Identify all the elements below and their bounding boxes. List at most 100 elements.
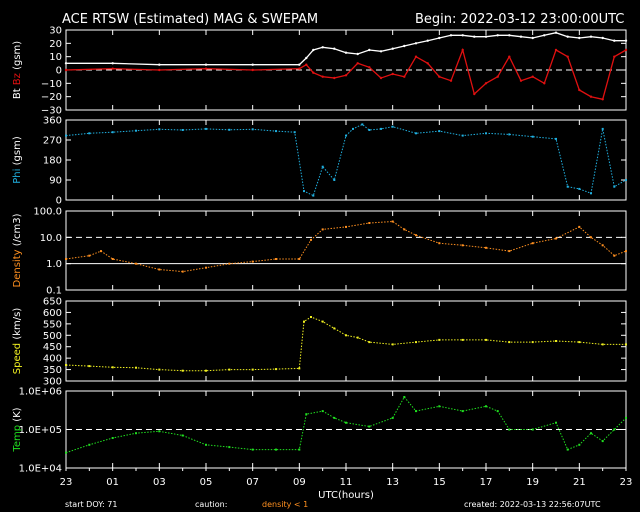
data-point bbox=[625, 343, 627, 346]
series-speed bbox=[65, 316, 627, 372]
data-point bbox=[590, 236, 592, 239]
y-tick-label: 300 bbox=[43, 377, 62, 388]
data-point bbox=[508, 428, 511, 431]
data-point bbox=[275, 368, 277, 371]
data-point bbox=[531, 135, 534, 138]
data-point bbox=[554, 31, 558, 34]
y-axis-label-speed: Speed (km/s) bbox=[12, 308, 23, 375]
data-point bbox=[566, 55, 569, 58]
data-point bbox=[205, 266, 207, 269]
y-tick-label: 0 bbox=[56, 66, 62, 77]
data-point bbox=[496, 410, 499, 413]
series-bz bbox=[64, 47, 628, 101]
data-point bbox=[415, 410, 417, 413]
data-point bbox=[321, 75, 324, 78]
data-point bbox=[352, 127, 354, 130]
data-point bbox=[496, 34, 499, 37]
y-tick-label: −30 bbox=[41, 106, 62, 117]
data-point bbox=[158, 368, 161, 371]
data-point bbox=[64, 68, 68, 72]
x-tick-label: 09 bbox=[293, 477, 306, 488]
y-tick-label: 650 bbox=[43, 297, 62, 308]
data-point bbox=[438, 36, 441, 40]
data-point bbox=[312, 71, 315, 74]
data-point bbox=[613, 185, 616, 188]
data-point bbox=[158, 268, 161, 271]
y-axis-label-phi: Phi (gsm) bbox=[12, 136, 23, 184]
data-point bbox=[391, 220, 394, 223]
data-point bbox=[601, 343, 604, 346]
data-point bbox=[293, 131, 296, 134]
data-point bbox=[361, 123, 364, 126]
data-point bbox=[204, 67, 208, 70]
data-point bbox=[485, 338, 487, 341]
y-tick-label: 550 bbox=[43, 319, 62, 330]
series-trace bbox=[65, 316, 626, 372]
y-tick-label: 90 bbox=[49, 176, 62, 187]
x-tick-label: 19 bbox=[526, 477, 539, 488]
data-point bbox=[508, 55, 511, 58]
x-tick-label: 23 bbox=[60, 477, 73, 488]
data-point bbox=[181, 369, 184, 372]
data-point bbox=[380, 127, 382, 130]
data-point bbox=[135, 129, 137, 132]
data-point bbox=[601, 98, 604, 101]
data-point bbox=[275, 130, 277, 133]
y-tick-label: 270 bbox=[43, 136, 62, 147]
y-axis-label-mag: Bt Bz (gsm) bbox=[12, 41, 23, 99]
data-point bbox=[449, 34, 453, 37]
data-point bbox=[65, 134, 67, 137]
data-point bbox=[624, 39, 628, 42]
data-point bbox=[251, 128, 254, 131]
data-point bbox=[321, 320, 324, 323]
data-point bbox=[613, 428, 616, 431]
data-point bbox=[251, 260, 254, 263]
data-point bbox=[496, 75, 499, 78]
y-tick-label: 1.0E+04 bbox=[19, 464, 62, 475]
data-point bbox=[333, 47, 336, 50]
data-point bbox=[88, 254, 91, 257]
data-point bbox=[65, 364, 67, 366]
data-point bbox=[303, 190, 305, 193]
data-point bbox=[438, 130, 441, 133]
data-point bbox=[531, 428, 534, 431]
y-tick-label: 30 bbox=[49, 26, 62, 37]
data-point bbox=[578, 443, 581, 446]
y-tick-label: −10 bbox=[41, 79, 62, 90]
series-trace bbox=[65, 396, 627, 454]
data-point bbox=[391, 416, 394, 419]
data-point bbox=[566, 35, 569, 38]
data-point bbox=[473, 35, 476, 38]
data-point bbox=[100, 250, 102, 253]
data-point bbox=[356, 336, 359, 339]
panel-frame bbox=[65, 210, 627, 291]
data-point bbox=[484, 82, 488, 85]
data-point bbox=[345, 225, 347, 228]
x-tick-label: 23 bbox=[620, 477, 633, 488]
data-point bbox=[111, 131, 114, 134]
data-point bbox=[310, 238, 312, 241]
x-tick-label: 13 bbox=[386, 477, 399, 488]
data-point bbox=[312, 194, 315, 197]
data-point bbox=[403, 75, 406, 78]
data-point bbox=[298, 258, 301, 260]
data-point bbox=[590, 192, 592, 195]
data-point bbox=[461, 134, 464, 137]
data-point bbox=[531, 242, 534, 245]
data-point bbox=[543, 82, 546, 85]
data-point bbox=[298, 367, 301, 370]
data-point bbox=[181, 129, 184, 131]
data-point bbox=[321, 410, 324, 413]
data-point bbox=[111, 366, 114, 369]
data-point bbox=[601, 36, 604, 40]
data-point bbox=[135, 432, 137, 435]
data-point bbox=[344, 74, 348, 77]
data-point bbox=[391, 47, 394, 50]
data-point bbox=[344, 51, 348, 54]
data-point bbox=[613, 39, 616, 42]
data-point bbox=[590, 432, 592, 435]
data-point bbox=[461, 48, 464, 52]
series-phi bbox=[65, 123, 627, 197]
y-tick-label: 450 bbox=[43, 342, 62, 353]
data-point bbox=[461, 410, 464, 413]
